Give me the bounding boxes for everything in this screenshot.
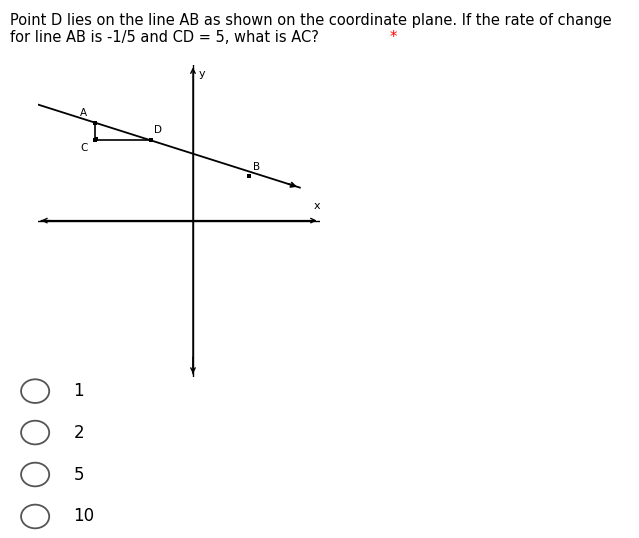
Text: C: C bbox=[80, 143, 88, 153]
Text: D: D bbox=[153, 125, 162, 135]
Text: A: A bbox=[81, 108, 88, 118]
Text: x: x bbox=[313, 201, 320, 211]
Text: Point D lies on the line AB as shown on the coordinate plane. If the rate of cha: Point D lies on the line AB as shown on … bbox=[10, 13, 612, 29]
Text: 2: 2 bbox=[73, 423, 84, 442]
Text: for line AB is -1/5 and CD = 5, what is AC?: for line AB is -1/5 and CD = 5, what is … bbox=[10, 30, 318, 45]
Text: 5: 5 bbox=[73, 465, 84, 484]
Text: y: y bbox=[199, 69, 205, 79]
Text: 10: 10 bbox=[73, 507, 95, 526]
Text: 1: 1 bbox=[73, 382, 84, 400]
Text: B: B bbox=[254, 161, 261, 172]
Text: *: * bbox=[390, 30, 397, 45]
